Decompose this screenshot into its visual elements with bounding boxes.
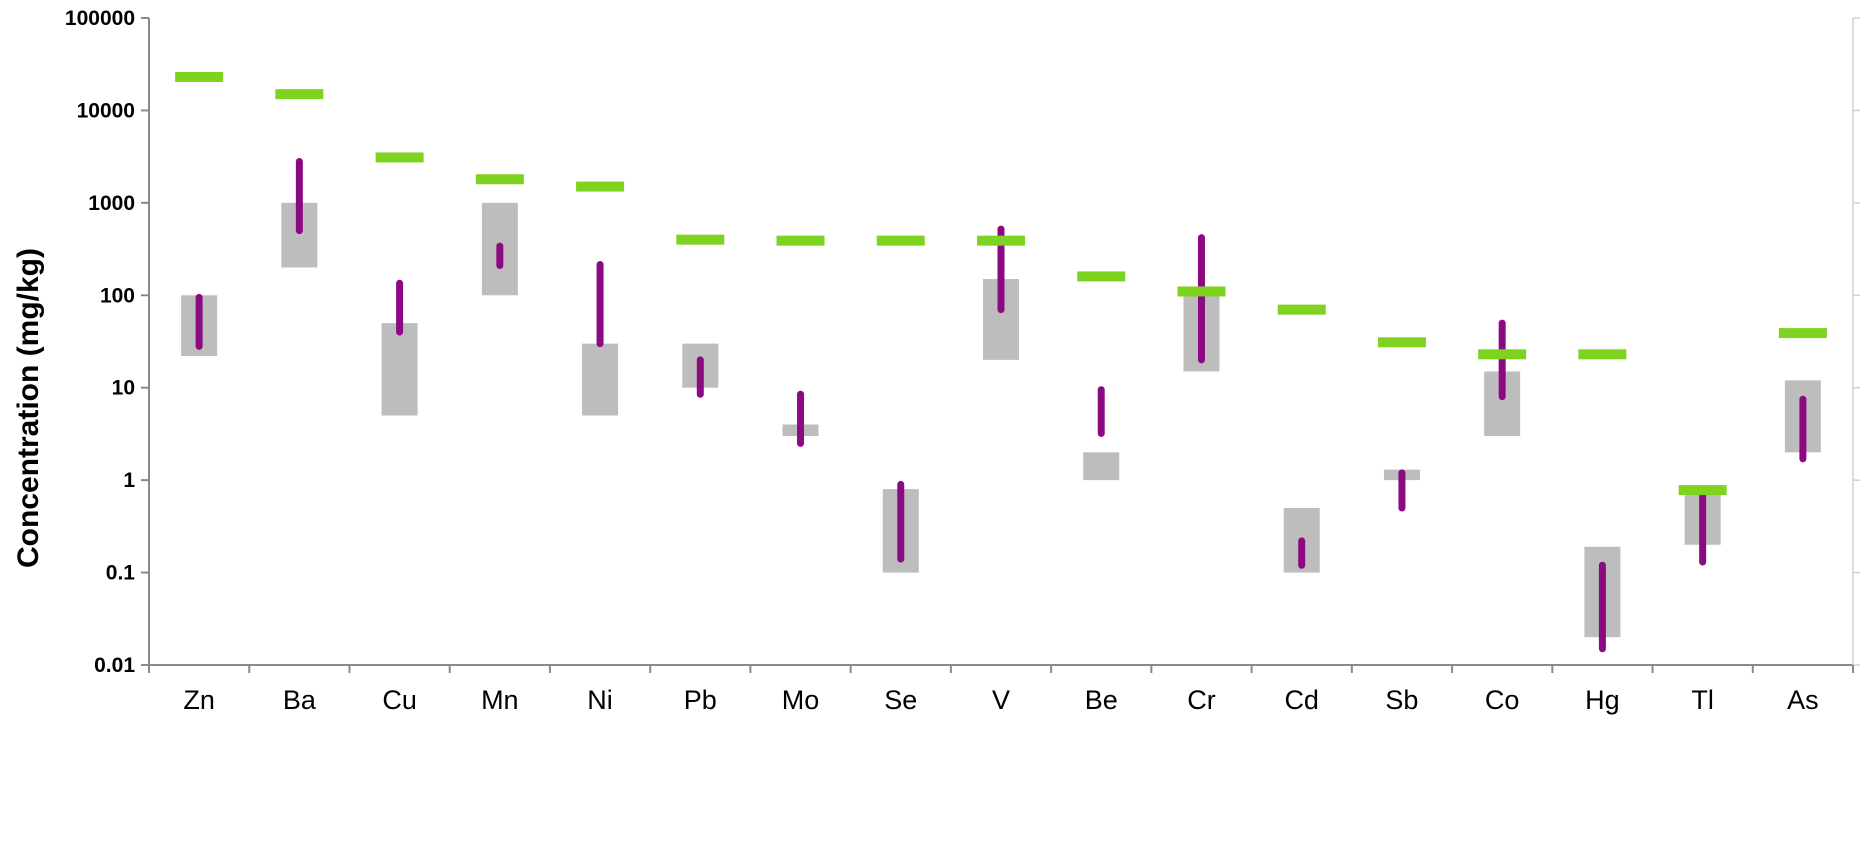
y-tick-label: 0.01: [94, 654, 135, 677]
green-marker: [1478, 349, 1527, 360]
green-marker: [1678, 485, 1727, 496]
green-marker: [676, 234, 725, 245]
x-tick-labels: Zn Ba Cu Mn Ni Pb Mo Se V Be Cr Cd Sb Co Hg Tl As: [183, 685, 1818, 715]
y-tick-label: 10000: [77, 99, 135, 122]
green-marker: [576, 181, 625, 192]
x-tick-label: As: [1787, 685, 1819, 715]
x-tick-label: Hg: [1585, 685, 1620, 715]
x-tick-label: Cr: [1187, 685, 1216, 715]
green-marker: [1778, 328, 1827, 339]
y-tick-label: 1000: [88, 192, 135, 215]
gray-range-bar: [1083, 452, 1120, 481]
x-tick-label: Mn: [481, 685, 519, 715]
green-marker: [1578, 349, 1627, 360]
gray-range-bar: [381, 323, 418, 416]
green-marker: [475, 174, 524, 185]
green-marker: [175, 71, 224, 82]
gray-range-bar: [582, 343, 619, 416]
y-tick-label: 100: [100, 284, 135, 307]
y-axis-title: Concentration (mg/kg): [12, 248, 45, 568]
y-tick-label: 10: [112, 377, 135, 400]
green-marker: [275, 89, 324, 100]
x-tick-label: Ba: [283, 685, 317, 715]
green-marker: [876, 235, 925, 246]
x-tick-label: Cu: [382, 685, 417, 715]
green-marker: [977, 235, 1025, 246]
green-marker: [1077, 271, 1126, 282]
x-tick-label: Tl: [1691, 685, 1714, 715]
x-tick-label: Ni: [587, 685, 613, 715]
x-tick-label: Co: [1485, 685, 1520, 715]
green-markers: [175, 71, 1827, 496]
green-marker: [1277, 304, 1326, 315]
x-tick-label: Mo: [782, 685, 820, 715]
x-tick-label: Sb: [1385, 685, 1418, 715]
x-tick-label: Zn: [183, 685, 215, 715]
x-tick-label: Se: [884, 685, 917, 715]
green-marker: [1177, 286, 1226, 297]
green-marker: [1377, 337, 1426, 348]
x-tick-label: V: [992, 685, 1010, 715]
x-tick-label: Be: [1085, 685, 1118, 715]
axes: [141, 17, 1860, 673]
green-marker: [375, 152, 424, 163]
y-tick-label: 100000: [65, 7, 135, 30]
y-tick-labels: 100000 10000 1000 100 10 1 0.1 0.01: [65, 7, 135, 677]
x-tick-label: Cd: [1284, 685, 1319, 715]
green-marker: [776, 235, 825, 246]
x-tick-label: Pb: [684, 685, 717, 715]
y-tick-label: 1: [123, 469, 135, 492]
y-tick-label: 0.1: [106, 562, 136, 585]
purple-ranges: [195, 158, 1807, 653]
